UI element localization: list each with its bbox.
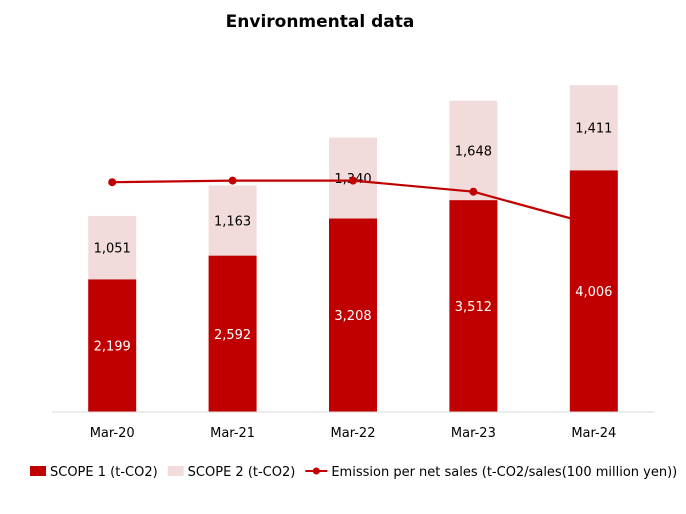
data-label-scope1-mar-23: 3,512 <box>455 300 492 315</box>
legend-swatch-scope2 <box>167 466 184 476</box>
data-label-scope2-mar-21: 1,163 <box>214 215 251 230</box>
data-label-scope2-mar-20: 1,051 <box>94 242 131 257</box>
bar-scope2-mar-24 <box>569 85 618 171</box>
x-tick-label-mar-23: Mar-23 <box>451 426 496 441</box>
data-label-scope1-mar-24: 4,006 <box>575 285 612 300</box>
data-label-scope2-mar-23: 1,648 <box>455 144 492 159</box>
x-tick-label-mar-21: Mar-21 <box>210 426 255 441</box>
emission-point-mar-24 <box>589 220 598 229</box>
bar-scope2-mar-21 <box>208 185 257 256</box>
legend-label-emission: Emission per net sales (t-CO2/sales(100 … <box>331 465 677 480</box>
emission-point-mar-21 <box>228 176 237 185</box>
data-label-scope1-mar-21: 2,592 <box>214 328 251 343</box>
data-label-scope1-mar-22: 3,208 <box>334 309 371 324</box>
data-label-scope2-mar-24: 1,411 <box>575 122 612 137</box>
emission-point-mar-23 <box>469 187 478 196</box>
legend-label-scope1: SCOPE 1 (t-CO2) <box>50 465 158 480</box>
bar-scope2-mar-20 <box>88 215 137 280</box>
bar-scope1-mar-21 <box>208 255 257 412</box>
legend-label-scope2: SCOPE 2 (t-CO2) <box>188 465 296 480</box>
chart-title: Environmental data <box>225 12 415 32</box>
x-tick-label-mar-24: Mar-24 <box>571 426 616 441</box>
bar-scope1-mar-22 <box>329 218 377 412</box>
legend-swatch-scope1 <box>30 466 46 476</box>
bar-scope1-mar-23 <box>449 200 498 412</box>
x-tick-label-mar-22: Mar-22 <box>331 426 376 441</box>
data-label-scope1-mar-20: 2,199 <box>94 340 131 355</box>
bar-scope1-mar-20 <box>88 279 137 412</box>
legend-marker-emission <box>312 467 320 475</box>
x-tick-label-mar-20: Mar-20 <box>90 426 135 441</box>
emission-point-mar-20 <box>108 178 117 187</box>
emission-point-mar-22 <box>349 176 357 185</box>
bar-scope2-mar-23 <box>449 100 498 201</box>
bar-scope1-mar-24 <box>569 170 618 412</box>
